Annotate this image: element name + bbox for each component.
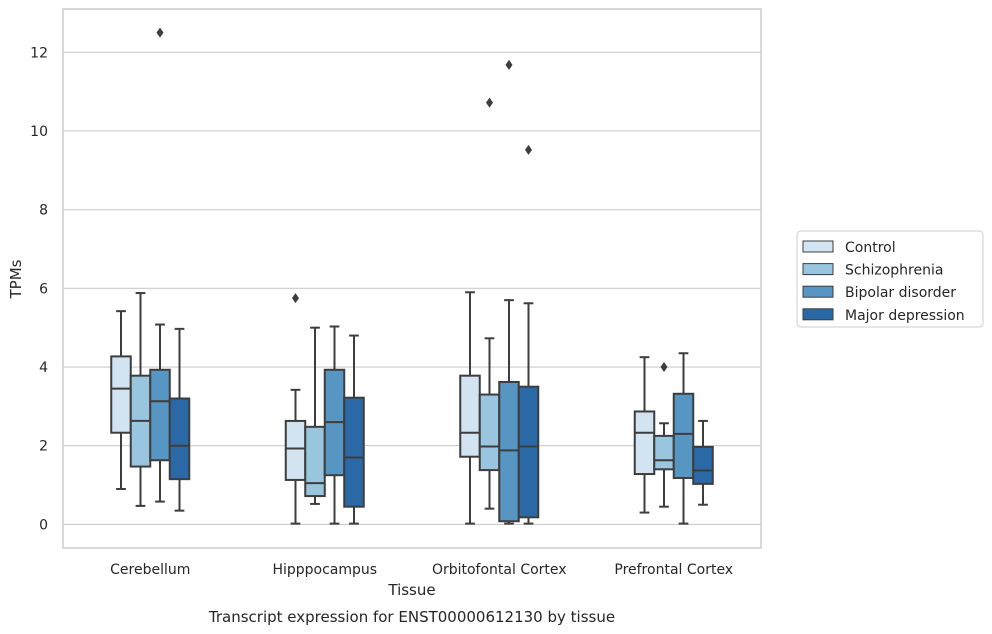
x-tick-label: Hipppocampus [272,562,377,578]
x-tick-labels: Cerebellum Hipppocampus Orbitofontal Corte… [110,562,733,578]
box-2-0 [459,291,481,525]
legend-swatch [802,308,834,321]
plot-frame [62,8,762,549]
box-body [284,419,307,481]
legend-swatch [802,263,834,276]
box-body [692,445,714,485]
y-tick-label: 6 [39,281,48,297]
box-0-2 [149,27,171,503]
y-tick-label: 4 [39,360,48,376]
box-2-3 [517,144,540,525]
box-1-3 [343,334,365,525]
legend-label: Control [845,240,896,256]
y-tick-label: 12 [30,45,48,61]
plot-border [62,8,762,549]
box-body [478,393,501,472]
box-3-2 [672,352,695,525]
box-2-1 [478,97,501,510]
box-body [672,392,695,479]
box-body [459,374,481,458]
box-0-3 [168,327,191,512]
box-body [168,397,191,481]
legend-frame [796,230,984,328]
boxes [110,27,714,525]
box-body [343,396,365,508]
box-body [110,355,132,434]
outlier-point [525,144,532,155]
y-tick-label: 10 [30,124,48,140]
y-tick-label: 0 [39,517,48,533]
x-tick-label: Prefrontal Cortex [614,562,733,578]
legend-swatch [802,240,834,253]
chart-caption: Transcript expression for ENST0000061213… [208,608,615,626]
outlier-point [292,293,299,304]
y-tick-label: 8 [39,203,48,219]
legend: Control Schizophrenia Bipolar disorder Majo… [796,230,984,328]
box-body [498,380,520,523]
x-tick-label: Cerebellum [110,562,190,578]
legend-label: Schizophrenia [845,263,943,279]
outlier-point [486,97,493,108]
legend-swatch [802,285,834,298]
y-tick-label: 2 [39,439,48,455]
box-0-0 [110,310,132,490]
box-body [304,425,326,498]
legend-label: Bipolar disorder [845,285,956,301]
box-body [517,385,540,519]
box-body [149,368,171,462]
outlier-point [660,362,668,373]
y-axis-title: TPMs [7,259,25,299]
box-1-1 [304,326,326,505]
outlier-point [156,27,164,38]
y-tick-labels: 0 2 4 6 8 10 12 [30,45,48,533]
x-tick-label: Orbitofontal Cortex [432,562,567,578]
box-body [653,434,675,471]
x-axis-title: Tissue [387,581,435,599]
box-3-0 [633,356,656,514]
box-body [633,410,656,476]
legend-label: Major depression [845,308,965,324]
box-0-1 [129,292,152,507]
box-3-3 [692,419,714,506]
outlier-point [505,59,513,70]
box-3-1 [653,362,675,508]
